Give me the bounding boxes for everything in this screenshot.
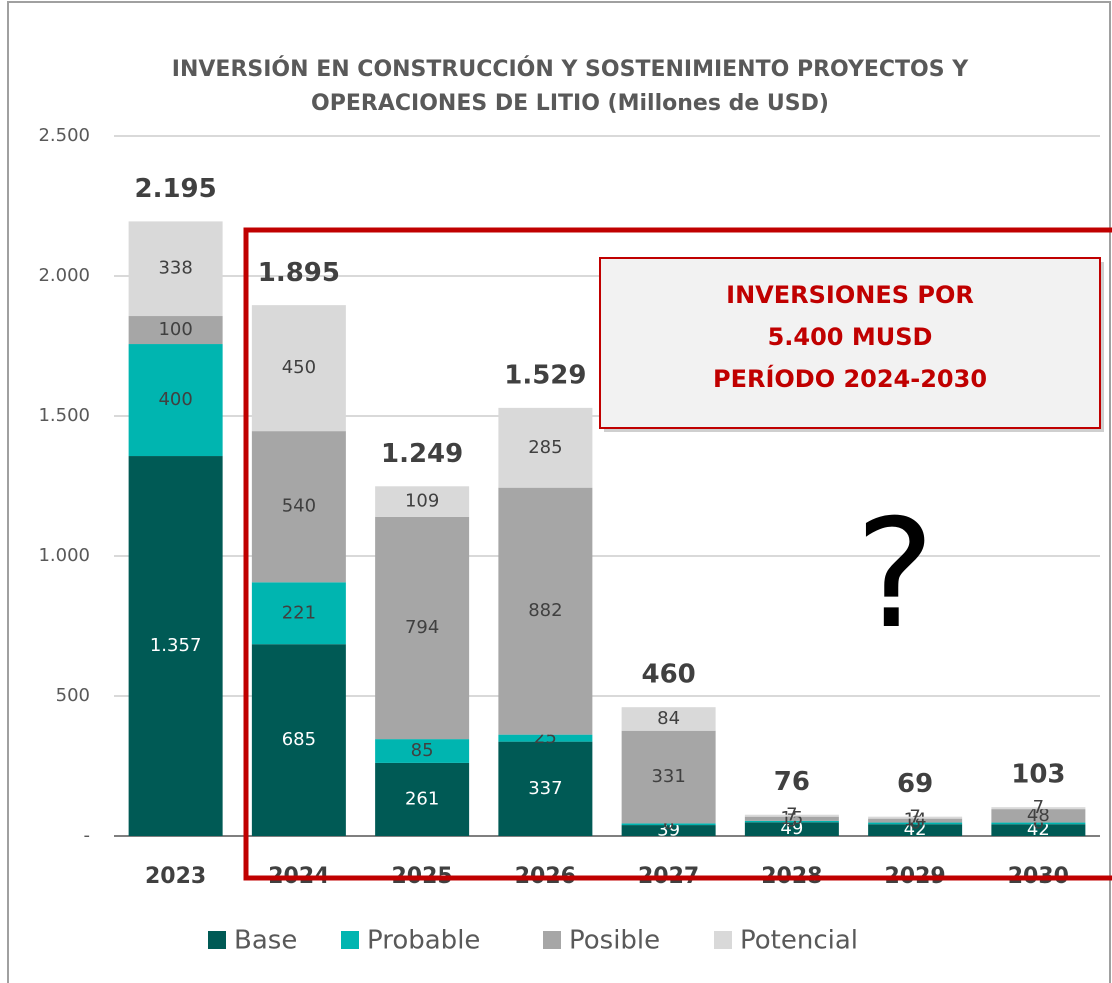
segment-label: 6 <box>663 813 674 834</box>
total-label: 103 <box>1011 760 1065 790</box>
total-label: 1.529 <box>504 360 586 390</box>
legend-swatch <box>341 931 359 949</box>
bar-segment <box>991 809 1086 823</box>
total-label: 69 <box>897 769 933 799</box>
legend-label: Probable <box>367 926 480 956</box>
segment-label: 85 <box>411 740 434 761</box>
legend-swatch <box>543 931 561 949</box>
segment-label: 450 <box>282 357 316 378</box>
highlight-frame <box>243 227 1112 881</box>
segment-label: 5 <box>786 811 797 832</box>
total-label: 76 <box>774 767 810 797</box>
legend-swatch <box>714 931 732 949</box>
y-tick-label: 2.500 <box>38 125 90 146</box>
segment-label: 7 <box>909 807 920 828</box>
segment-label: 100 <box>158 319 192 340</box>
bar-segment <box>991 822 1086 825</box>
bar-segment <box>251 582 346 645</box>
bar-segment <box>251 644 346 836</box>
segment-label: 42 <box>904 819 927 840</box>
legend-label: Posible <box>569 926 660 956</box>
segment-label: 1.357 <box>150 635 202 656</box>
bar-segment <box>991 824 1086 836</box>
question-mark: ? <box>855 488 935 662</box>
bar-segment <box>251 305 346 432</box>
bar-segment <box>498 741 593 836</box>
legend-swatch <box>208 931 226 949</box>
bar-segment <box>868 824 963 836</box>
bar-segment <box>868 822 963 825</box>
segment-label: 337 <box>528 778 562 799</box>
segment-label: 15 <box>780 808 803 829</box>
bar-segment <box>375 516 470 740</box>
segment-label: 685 <box>282 729 316 750</box>
segment-label: 338 <box>158 258 192 279</box>
bar-segment <box>744 814 839 817</box>
segment-label: 221 <box>282 602 316 623</box>
bar-segment <box>498 734 593 742</box>
bar-segment <box>868 818 963 823</box>
segment-label: 6 <box>909 812 920 833</box>
segment-label: 84 <box>657 708 680 729</box>
chart-title: OPERACIONES DE LITIO (Millones de USD) <box>311 91 829 116</box>
segment-label: 7 <box>1033 797 1044 818</box>
bar-segment <box>744 822 839 836</box>
segment-label: 109 <box>405 491 439 512</box>
y-tick-label: - <box>84 825 91 846</box>
total-label: 1.895 <box>258 258 340 288</box>
bar-segment <box>251 431 346 583</box>
y-tick-label: 500 <box>56 685 90 706</box>
total-label: 460 <box>641 660 695 690</box>
segment-label: 6 <box>1033 812 1044 833</box>
segment-label: 331 <box>651 766 685 787</box>
y-tick-label: 1.500 <box>38 405 90 426</box>
x-tick-label: 2023 <box>145 864 206 889</box>
total-label: 1.249 <box>381 439 463 469</box>
legend-label: Potencial <box>740 926 858 956</box>
segment-label: 794 <box>405 617 439 638</box>
annotation-box <box>599 257 1101 429</box>
chart-title: INVERSIÓN EN CONSTRUCCIÓN Y SOSTENIMIENT… <box>172 56 969 82</box>
segment-label: 261 <box>405 788 439 809</box>
bar-segment <box>375 486 470 517</box>
bar-segment <box>621 825 716 836</box>
y-tick-label: 1.000 <box>38 545 90 566</box>
bar-segment <box>498 487 593 735</box>
bar-segment <box>128 456 223 836</box>
segment-label: 882 <box>528 600 562 621</box>
total-label: 2.195 <box>135 174 217 204</box>
segment-label: 400 <box>158 389 192 410</box>
bar-segment <box>868 816 963 819</box>
bar-segment <box>621 707 716 731</box>
bar-segment <box>621 823 716 826</box>
bar-segment <box>128 316 223 345</box>
bar-segment <box>991 807 1086 810</box>
segment-label: 540 <box>282 496 316 517</box>
bar-segment <box>744 816 839 821</box>
legend-label: Base <box>234 926 297 956</box>
bar-segment <box>128 344 223 457</box>
bar-segment <box>744 820 839 823</box>
bar-segment <box>375 762 470 836</box>
y-tick-label: 2.000 <box>38 265 90 286</box>
annotation-text: PERÍODO 2024-2030 <box>713 364 987 393</box>
bar-segment <box>498 407 593 488</box>
segment-label: 285 <box>528 437 562 458</box>
segment-label: 7 <box>786 805 797 826</box>
segment-label: 48 <box>1027 805 1050 826</box>
bar-segment <box>621 730 716 824</box>
annotation-text: 5.400 MUSD <box>768 323 933 351</box>
annotation-text: INVERSIONES POR <box>726 281 974 309</box>
segment-label: 14 <box>904 810 927 831</box>
bar-segment <box>128 221 223 317</box>
bar-segment <box>375 739 470 763</box>
segment-label: 49 <box>780 818 803 839</box>
segment-label: 42 <box>1027 819 1050 840</box>
